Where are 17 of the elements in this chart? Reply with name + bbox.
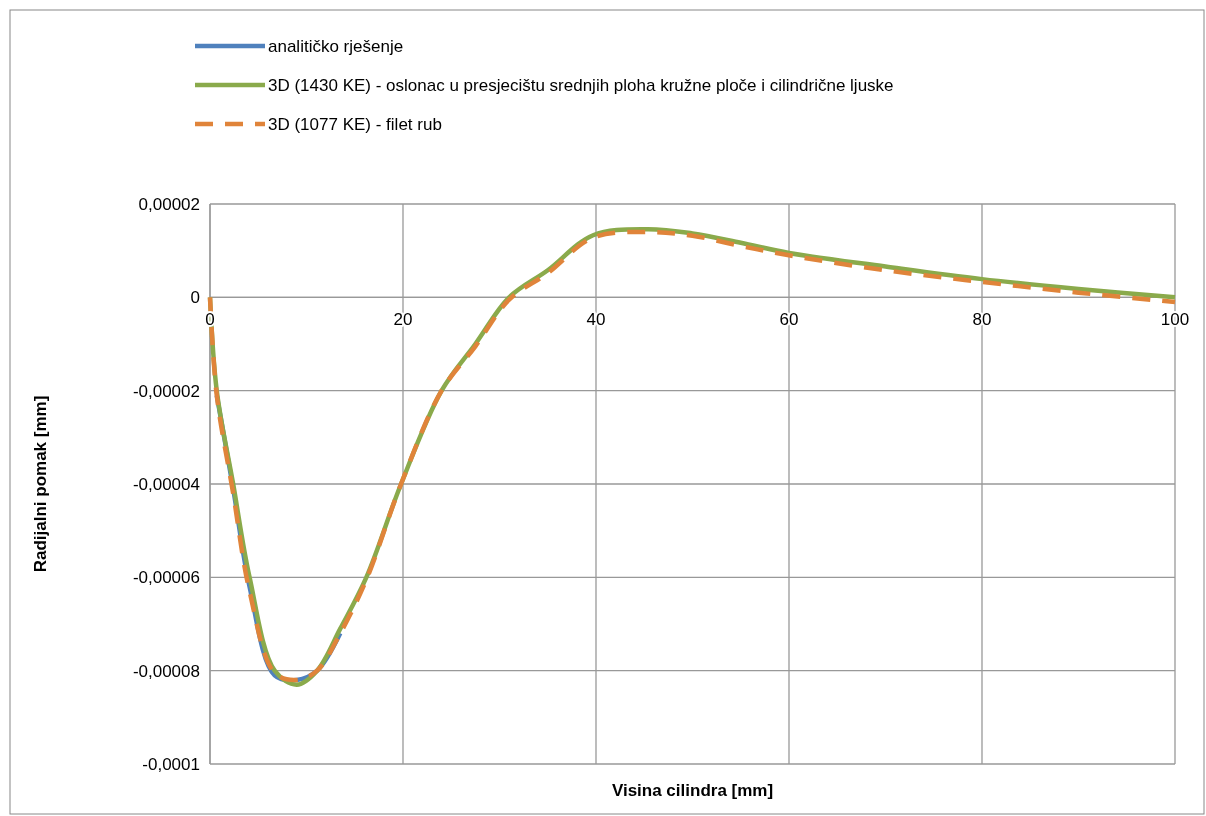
y-tick-label: 0 [190, 288, 200, 308]
y-axis-title: Radijalni pomak [mm] [31, 395, 50, 573]
y-tick-label: -0,00006 [132, 568, 200, 588]
y-tick-label: -0,00004 [132, 474, 200, 494]
x-tick-label: 40 [586, 310, 606, 330]
legend-label: 3D (1077 KE) - filet rub [268, 114, 442, 134]
x-tick-label: 60 [779, 310, 799, 330]
y-tick-label: -0,00002 [132, 381, 200, 401]
y-tick-label: 0,00002 [138, 194, 200, 214]
x-tick-label: 20 [393, 310, 413, 330]
y-tick-label: -0,0001 [142, 754, 200, 774]
x-tick-label: 80 [972, 310, 992, 330]
y-tick-label: -0,00008 [132, 661, 200, 681]
legend-label: analitičko rješenje [268, 36, 404, 56]
x-tick-label: 100 [1160, 310, 1190, 330]
legend-label: 3D (1430 KE) - oslonac u presjecištu srednjih ploha kružne ploče i cilindrične ljuske [268, 75, 894, 95]
x-axis-title: Visina cilindra [mm] [611, 781, 774, 800]
